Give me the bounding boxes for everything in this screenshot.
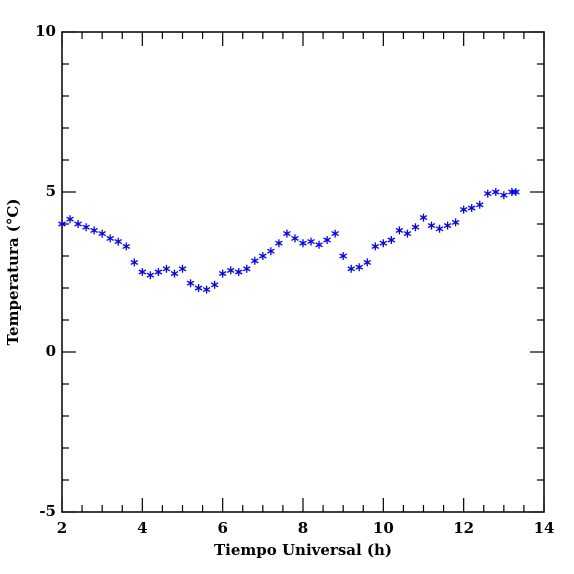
data-point bbox=[154, 268, 163, 276]
x-tick-label: 14 bbox=[534, 519, 555, 537]
data-point bbox=[435, 224, 444, 233]
data-point bbox=[218, 269, 227, 278]
data-point bbox=[242, 264, 251, 273]
x-tick-label: 10 bbox=[373, 519, 394, 537]
data-point bbox=[379, 239, 388, 248]
data-point bbox=[403, 229, 412, 238]
data-point bbox=[202, 285, 211, 294]
data-point bbox=[122, 242, 131, 251]
data-point bbox=[331, 229, 339, 238]
data-point bbox=[355, 263, 364, 272]
data-point bbox=[395, 226, 404, 235]
data-point bbox=[275, 239, 283, 248]
y-tick-label: 10 bbox=[35, 22, 56, 40]
data-point bbox=[194, 284, 203, 292]
data-point bbox=[387, 236, 396, 244]
data-point bbox=[291, 234, 299, 243]
x-tick-label: 8 bbox=[298, 519, 308, 537]
data-point bbox=[512, 188, 520, 196]
data-point bbox=[210, 280, 219, 289]
data-point bbox=[130, 258, 139, 267]
data-point bbox=[347, 264, 356, 273]
data-point bbox=[90, 226, 98, 235]
y-tick-label: -5 bbox=[39, 502, 56, 520]
data-point bbox=[483, 189, 492, 198]
data-point bbox=[363, 258, 372, 267]
x-tick-label: 4 bbox=[137, 519, 147, 537]
data-point bbox=[234, 268, 243, 276]
data-point bbox=[138, 268, 147, 276]
data-point bbox=[371, 242, 380, 251]
data-point bbox=[500, 191, 508, 200]
data-point bbox=[467, 204, 476, 212]
x-axis-label: Tiempo Universal (h) bbox=[214, 541, 392, 559]
data-point bbox=[114, 237, 123, 246]
data-point bbox=[459, 205, 468, 214]
data-point bbox=[162, 264, 171, 273]
y-axis-label: Temperatura (°C) bbox=[4, 199, 22, 346]
data-point bbox=[146, 271, 155, 280]
data-point bbox=[267, 247, 275, 256]
data-point bbox=[411, 223, 420, 232]
data-point bbox=[443, 221, 452, 230]
data-point bbox=[186, 279, 195, 288]
data-point bbox=[58, 220, 66, 228]
data-point bbox=[178, 264, 187, 273]
data-point bbox=[226, 266, 235, 275]
data-point bbox=[508, 188, 516, 196]
x-tick-label: 6 bbox=[217, 519, 227, 537]
data-point bbox=[259, 252, 267, 260]
data-point bbox=[339, 252, 347, 260]
plot-frame bbox=[61, 31, 545, 513]
data-point bbox=[307, 237, 315, 246]
data-point bbox=[427, 221, 436, 230]
x-tick-label: 2 bbox=[57, 519, 67, 537]
y-tick-label: 5 bbox=[46, 182, 56, 200]
data-point bbox=[170, 269, 179, 278]
x-tick-label: 12 bbox=[453, 519, 474, 537]
data-point bbox=[98, 229, 106, 238]
data-point bbox=[283, 229, 291, 238]
data-point bbox=[315, 240, 323, 249]
data-point bbox=[451, 218, 460, 227]
data-point bbox=[74, 220, 82, 228]
data-point bbox=[250, 256, 259, 265]
data-point bbox=[82, 223, 90, 232]
data-point bbox=[66, 215, 74, 224]
data-point bbox=[491, 188, 500, 196]
data-point bbox=[475, 200, 484, 209]
data-point bbox=[323, 236, 331, 244]
data-point bbox=[419, 213, 428, 222]
data-point bbox=[106, 234, 115, 243]
data-point bbox=[299, 239, 307, 248]
y-tick-label: 0 bbox=[46, 342, 56, 360]
